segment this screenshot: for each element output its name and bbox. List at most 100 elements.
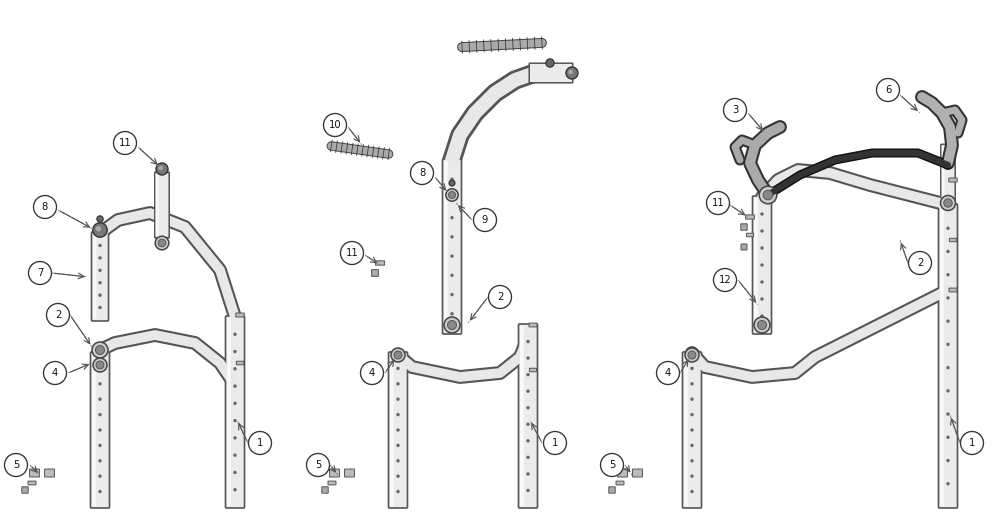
Circle shape — [99, 269, 101, 271]
Circle shape — [544, 432, 566, 455]
FancyBboxPatch shape — [949, 288, 957, 292]
Circle shape — [99, 398, 101, 400]
Circle shape — [340, 242, 364, 265]
Circle shape — [99, 368, 101, 370]
Circle shape — [960, 432, 984, 455]
Circle shape — [234, 471, 236, 474]
FancyBboxPatch shape — [390, 354, 394, 506]
Circle shape — [397, 475, 399, 477]
Circle shape — [566, 67, 578, 79]
Circle shape — [947, 483, 949, 485]
FancyBboxPatch shape — [330, 469, 340, 477]
Circle shape — [706, 192, 730, 215]
Circle shape — [397, 444, 399, 446]
Circle shape — [234, 489, 236, 491]
FancyBboxPatch shape — [155, 172, 169, 238]
Circle shape — [947, 297, 949, 299]
Circle shape — [449, 180, 455, 186]
Circle shape — [248, 432, 272, 455]
Circle shape — [99, 490, 101, 492]
Circle shape — [761, 213, 763, 215]
Text: 2: 2 — [55, 310, 61, 320]
Circle shape — [306, 454, 330, 477]
FancyBboxPatch shape — [44, 469, 55, 477]
Circle shape — [761, 247, 763, 249]
Circle shape — [451, 313, 453, 315]
Circle shape — [877, 79, 900, 101]
Circle shape — [155, 236, 169, 250]
Circle shape — [99, 429, 101, 431]
Circle shape — [447, 320, 456, 330]
FancyBboxPatch shape — [226, 316, 245, 508]
Circle shape — [156, 163, 168, 175]
Circle shape — [527, 357, 529, 359]
FancyBboxPatch shape — [941, 144, 955, 204]
Text: 4: 4 — [665, 368, 671, 378]
FancyBboxPatch shape — [90, 352, 110, 508]
Circle shape — [761, 264, 763, 266]
FancyBboxPatch shape — [236, 313, 244, 317]
Circle shape — [93, 223, 107, 237]
Circle shape — [947, 227, 949, 229]
Circle shape — [96, 226, 101, 232]
Circle shape — [685, 348, 699, 362]
Circle shape — [714, 268, 736, 291]
Text: 5: 5 — [315, 460, 321, 470]
Circle shape — [234, 333, 236, 335]
Circle shape — [5, 454, 28, 477]
Circle shape — [758, 320, 767, 330]
FancyBboxPatch shape — [30, 469, 39, 477]
Circle shape — [527, 473, 529, 475]
FancyBboxPatch shape — [529, 368, 537, 372]
FancyBboxPatch shape — [618, 469, 628, 477]
Circle shape — [691, 368, 693, 370]
Circle shape — [568, 70, 573, 74]
Text: 1: 1 — [552, 438, 558, 448]
Circle shape — [527, 407, 529, 409]
Circle shape — [527, 390, 529, 392]
Circle shape — [763, 190, 773, 200]
Text: 5: 5 — [13, 460, 19, 470]
Circle shape — [759, 186, 777, 204]
Circle shape — [527, 341, 529, 342]
Circle shape — [446, 189, 458, 201]
Circle shape — [488, 286, 512, 309]
FancyBboxPatch shape — [388, 352, 408, 508]
Circle shape — [691, 398, 693, 400]
Circle shape — [527, 374, 529, 375]
FancyBboxPatch shape — [372, 270, 378, 276]
Circle shape — [99, 245, 101, 246]
FancyBboxPatch shape — [942, 145, 945, 203]
Circle shape — [411, 162, 434, 184]
Circle shape — [527, 456, 529, 458]
FancyBboxPatch shape — [754, 198, 758, 332]
Circle shape — [397, 368, 399, 370]
Circle shape — [99, 383, 101, 385]
Circle shape — [947, 250, 949, 253]
Circle shape — [761, 298, 763, 300]
Circle shape — [360, 362, 384, 384]
Circle shape — [158, 166, 163, 170]
Circle shape — [99, 294, 101, 296]
Circle shape — [754, 317, 770, 333]
Circle shape — [46, 303, 70, 327]
Circle shape — [947, 366, 949, 369]
Circle shape — [448, 192, 456, 198]
Circle shape — [527, 440, 529, 442]
Text: 9: 9 — [482, 215, 488, 225]
Circle shape — [451, 217, 453, 219]
FancyBboxPatch shape — [227, 318, 231, 506]
FancyBboxPatch shape — [344, 469, 355, 477]
FancyBboxPatch shape — [949, 238, 957, 242]
FancyBboxPatch shape — [28, 481, 36, 485]
Circle shape — [234, 385, 236, 387]
Circle shape — [451, 197, 453, 200]
Circle shape — [908, 251, 931, 275]
FancyBboxPatch shape — [93, 234, 96, 319]
Text: 8: 8 — [419, 168, 425, 178]
Circle shape — [947, 459, 949, 461]
Circle shape — [99, 460, 101, 462]
Circle shape — [397, 398, 399, 400]
Circle shape — [947, 274, 949, 276]
Circle shape — [397, 414, 399, 416]
